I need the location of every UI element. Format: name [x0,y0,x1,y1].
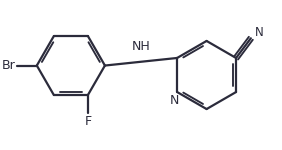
Text: N: N [170,94,179,107]
Text: N: N [255,26,264,39]
Text: Br: Br [1,59,15,72]
Text: NH: NH [132,40,150,53]
Text: F: F [84,115,91,128]
